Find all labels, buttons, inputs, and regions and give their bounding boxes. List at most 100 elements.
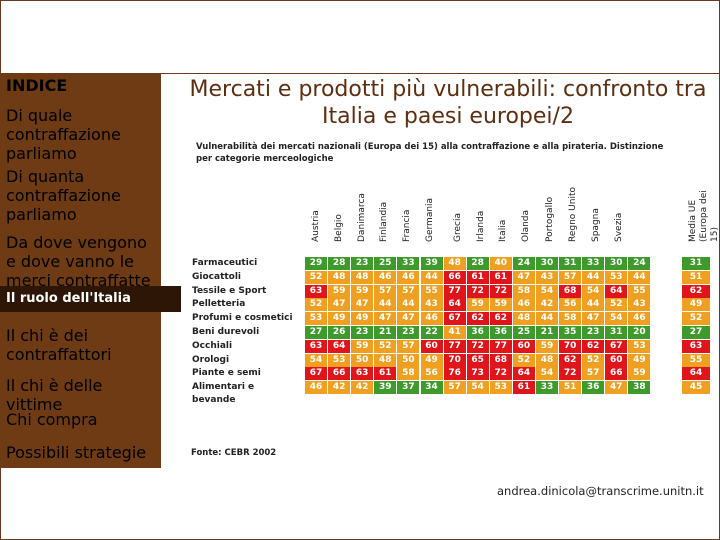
table-cell: 25	[374, 257, 397, 270]
table-cell: 31	[559, 257, 582, 270]
table-cell: 47	[328, 298, 351, 312]
table-cell: 59	[351, 284, 374, 298]
row-label: Beni durevoli	[192, 327, 260, 337]
table-cell: 42	[536, 298, 558, 312]
table-cell: 47	[351, 298, 374, 312]
table-cell: 37	[397, 381, 420, 395]
table-cell: 57	[397, 339, 420, 353]
table-cell: 26	[328, 326, 351, 339]
table-cell: 62	[559, 353, 582, 367]
table-cell: 54	[536, 367, 558, 381]
table-cell: 55	[420, 284, 443, 298]
table-cell: 48	[512, 312, 535, 326]
column-header-label: Irlanda	[476, 210, 486, 242]
table-cell: 52	[305, 270, 327, 284]
row-label: Pelletteria	[192, 299, 246, 310]
table-cell: 40	[489, 257, 512, 270]
table-cell: 36	[466, 326, 489, 339]
sidebar-item-quanta[interactable]: Di quanta contraffazione parliamo	[6, 167, 156, 224]
sidebar-item-strategie[interactable]: Possibili strategie	[6, 443, 156, 462]
table-cell: 66	[328, 367, 351, 381]
table-cell: 61	[489, 270, 512, 284]
table-cell: 67	[605, 339, 628, 353]
row-label: Piante e semi	[192, 368, 261, 379]
sidebar-item-label: INDICE	[6, 76, 68, 95]
table-cell: 31	[605, 326, 628, 339]
sidebar-item-chi-compra[interactable]: Chi compra	[6, 410, 156, 429]
sidebar-item-label: Il chi è dei contraffattori	[6, 326, 112, 364]
table-cell: 64	[328, 339, 351, 353]
table-cell: 54	[305, 353, 327, 367]
table-cell: 70	[443, 353, 466, 367]
table-cell: 53	[628, 339, 651, 353]
table-cell: 59	[628, 367, 651, 381]
row-label: Tessile e Sport	[192, 285, 267, 296]
table-cell: 56	[420, 367, 443, 381]
column-header-label: Grecia	[453, 213, 463, 242]
table-cell: 66	[605, 367, 628, 381]
table-cell: 60	[420, 339, 443, 353]
table-cell: 52	[512, 353, 535, 367]
table-cell: 49	[682, 298, 710, 312]
author-email: andrea.dinicola@transcrime.unitn.it	[497, 484, 704, 498]
table-cell: 29	[305, 257, 327, 270]
table-cell: 70	[559, 339, 582, 353]
column-header-label: Olanda	[521, 209, 531, 242]
column-header-label: Media UE (Europa dei 15)	[688, 190, 720, 242]
table-cell: 56	[559, 298, 582, 312]
table-cell: 24	[628, 257, 651, 270]
table-cell: 27	[682, 326, 710, 339]
table-cell: 55	[628, 284, 651, 298]
table-cell: 72	[559, 367, 582, 381]
table-cell: 64	[682, 367, 710, 381]
table-cell: 63	[305, 284, 327, 298]
table-cell: 72	[466, 339, 489, 353]
table-cell: 57	[582, 367, 605, 381]
table-cell: 72	[466, 284, 489, 298]
table-cell: 61	[466, 270, 489, 284]
table-cell: 44	[582, 270, 605, 284]
table-cell: 49	[351, 312, 374, 326]
column-header-label: Svezia	[614, 212, 624, 242]
table-cell: 77	[489, 339, 512, 353]
table-cell: 59	[536, 339, 558, 353]
sidebar-item-quale[interactable]: Di quale contraffazione parliamo	[6, 106, 156, 163]
table-cell: 51	[559, 381, 582, 395]
table-cell: 51	[682, 270, 710, 284]
sidebar-item-provenienza[interactable]: Da dove vengono e dove vanno le merci co…	[6, 233, 156, 290]
table-cell: 44	[420, 270, 443, 284]
sidebar-item-italia-active[interactable]: Il ruolo dell'Italia	[0, 286, 181, 312]
table-cell: 41	[443, 326, 466, 339]
sidebar-item-label: Di quanta contraffazione parliamo	[6, 167, 121, 224]
table-cell: 60	[605, 353, 628, 367]
sidebar-item-indice[interactable]: INDICE	[6, 76, 156, 95]
row-label: Profumi e cosmetici	[192, 313, 293, 324]
source-note: Fonte: CEBR 2002	[191, 448, 277, 458]
table-cell: 48	[374, 353, 397, 367]
table-cell: 66	[443, 270, 466, 284]
table-cell: 45	[682, 381, 710, 395]
header-divider	[0, 73, 720, 74]
column-header-label: Germania	[425, 197, 435, 242]
sidebar-item-label: Il ruolo dell'Italia	[6, 291, 131, 306]
column-header-label: Francia	[402, 209, 412, 242]
table-cell: 50	[397, 353, 420, 367]
table-cell: 23	[582, 326, 605, 339]
table-cell: 27	[305, 326, 327, 339]
table-cell: 49	[420, 353, 443, 367]
table-cell: 68	[559, 284, 582, 298]
table-cell: 72	[489, 284, 512, 298]
table-cell: 67	[305, 367, 327, 381]
table-cell: 30	[536, 257, 558, 270]
table-cell: 36	[582, 381, 605, 395]
sidebar-item-contraffattori[interactable]: Il chi è dei contraffattori	[6, 326, 156, 364]
table-cell: 63	[682, 339, 710, 353]
table-cell: 28	[328, 257, 351, 270]
table-cell: 42	[351, 381, 374, 395]
sidebar-item-vittime[interactable]: Il chi è delle vittime	[6, 376, 156, 414]
table-cell: 46	[628, 312, 651, 326]
sidebar-item-label: Possibili strategie	[6, 443, 147, 462]
table-cell: 53	[605, 270, 628, 284]
table-cell: 59	[466, 298, 489, 312]
table-cell: 59	[489, 298, 512, 312]
